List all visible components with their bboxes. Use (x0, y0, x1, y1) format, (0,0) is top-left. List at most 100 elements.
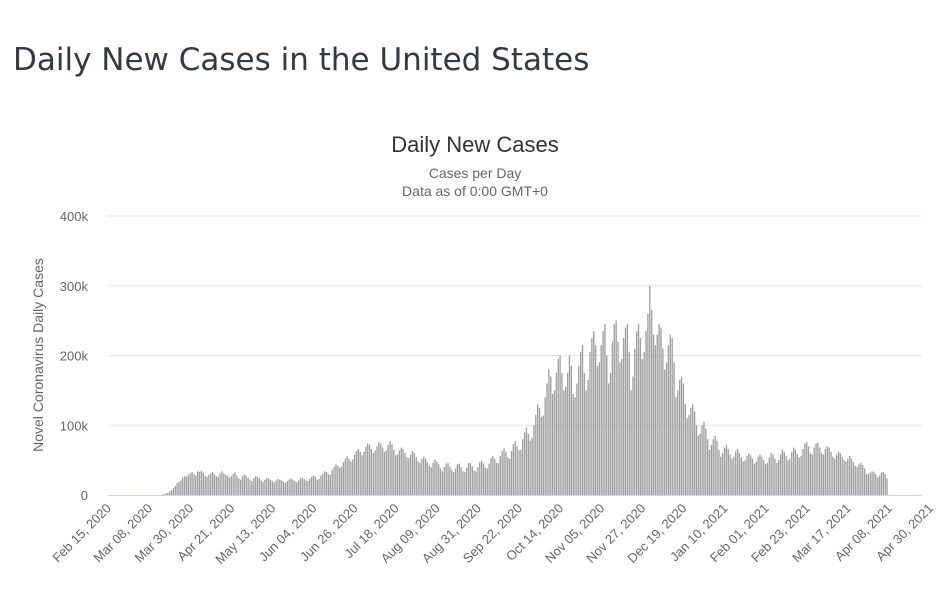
bar (518, 450, 520, 495)
bar (355, 451, 358, 495)
bar (471, 466, 473, 495)
bar (764, 464, 767, 495)
bar (641, 358, 643, 495)
bar (221, 471, 223, 495)
bar (785, 455, 787, 495)
bar (241, 476, 244, 495)
bar (757, 456, 759, 495)
bar (778, 460, 780, 496)
bar (645, 331, 647, 495)
bar (886, 478, 888, 495)
bar (551, 393, 554, 495)
bar (753, 463, 756, 495)
bar (869, 472, 871, 495)
bar (542, 415, 544, 495)
bar (658, 324, 660, 495)
bar (182, 477, 184, 495)
bar (380, 443, 382, 495)
bar (729, 454, 731, 495)
bar (735, 451, 737, 495)
y-tick-label: 0 (81, 488, 88, 503)
bar (447, 462, 449, 495)
bar (297, 480, 300, 495)
bar (286, 481, 289, 495)
bar (419, 462, 421, 495)
bar (878, 475, 881, 495)
bar (561, 372, 563, 495)
bar (253, 478, 255, 495)
bar (402, 448, 404, 495)
bar (721, 453, 724, 495)
bar (208, 474, 210, 495)
bar (482, 463, 485, 495)
bar (609, 372, 612, 495)
bar (637, 324, 640, 495)
bar (565, 386, 567, 495)
bar (301, 477, 303, 495)
bar (376, 446, 378, 495)
bar (299, 478, 302, 495)
bar (337, 465, 339, 495)
bar (413, 453, 416, 495)
bar (370, 448, 373, 495)
bar (578, 365, 580, 495)
bar (492, 455, 494, 495)
bar (475, 471, 477, 495)
bar (693, 411, 696, 495)
bar (763, 460, 765, 496)
bar (789, 458, 791, 495)
bar (324, 471, 326, 495)
bar (817, 442, 819, 495)
bar (454, 468, 457, 495)
bar (183, 476, 186, 495)
y-tick-label: 100k (60, 418, 89, 433)
bars (161, 285, 888, 496)
bar (312, 475, 315, 495)
bar (486, 468, 488, 495)
bar (180, 480, 182, 495)
bar (718, 449, 720, 495)
bar (806, 441, 808, 495)
bar (830, 451, 832, 495)
chart-title: Daily New Cases (391, 132, 559, 157)
bar (245, 475, 247, 495)
bar (667, 345, 670, 495)
bar (479, 462, 481, 495)
bar (365, 446, 367, 495)
bar (436, 461, 438, 495)
bar (176, 483, 178, 495)
bar (621, 358, 623, 495)
bar (327, 474, 330, 495)
bar (574, 397, 576, 495)
bar (505, 451, 507, 495)
bar (766, 462, 769, 495)
bar (499, 455, 501, 495)
bar (348, 458, 350, 495)
bar (421, 458, 423, 495)
y-axis-label: Novel Coronavirus Daily Cases (30, 258, 46, 452)
bar (191, 471, 193, 495)
bar (779, 454, 782, 495)
bar (374, 450, 376, 495)
bar (604, 324, 606, 495)
bar (344, 458, 346, 495)
bar (452, 471, 455, 495)
bar (172, 488, 175, 495)
bar (296, 482, 298, 495)
bar (303, 478, 305, 495)
bar (673, 362, 675, 495)
bar (430, 467, 432, 495)
bar (749, 455, 752, 495)
bar (167, 492, 169, 495)
bar (426, 462, 429, 495)
bar (875, 474, 877, 495)
bar (178, 481, 180, 495)
bar (228, 477, 231, 495)
y-tick-label: 300k (60, 279, 89, 294)
chart-subtitle-line-2: Data as of 0:00 GMT+0 (402, 183, 548, 199)
bar (783, 451, 785, 495)
bar (772, 454, 774, 495)
bar (880, 472, 883, 495)
bar (378, 441, 380, 495)
bar (408, 458, 410, 495)
